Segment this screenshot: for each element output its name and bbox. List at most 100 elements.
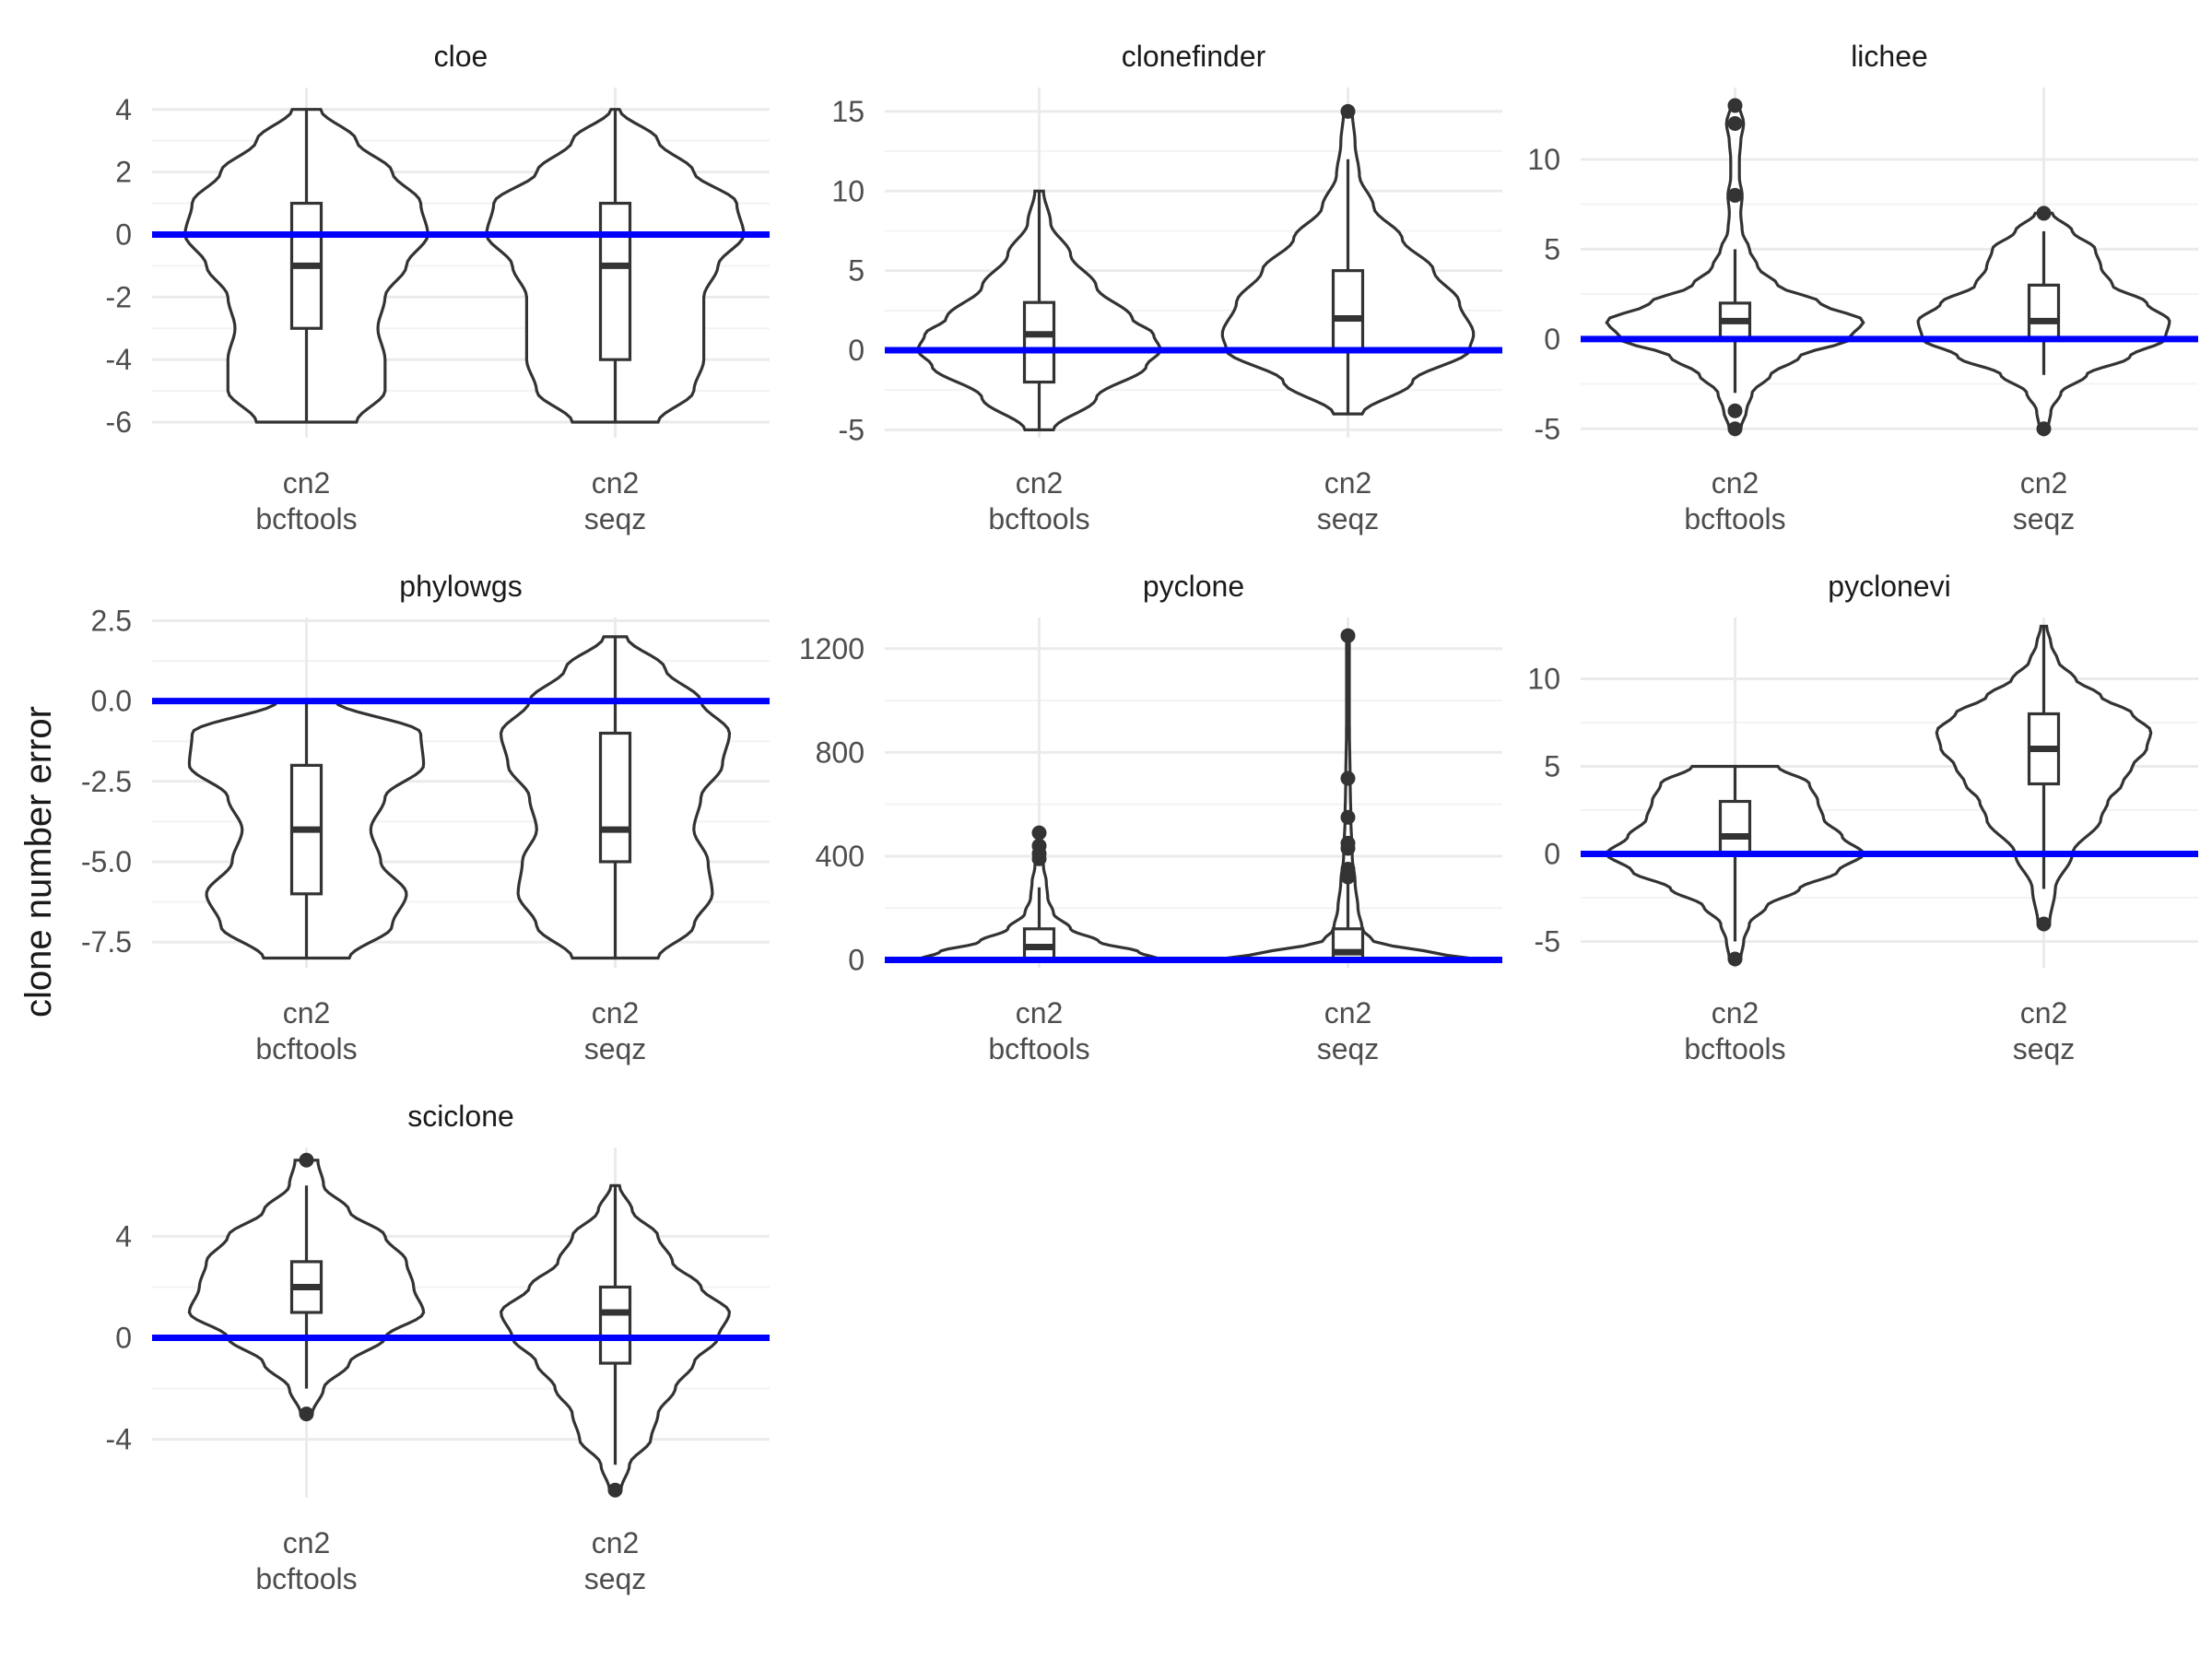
outlier-point	[299, 1152, 314, 1168]
x-tick-label: cn2 bcftools	[1684, 466, 1785, 535]
outlier-point	[2036, 916, 2052, 932]
y-tick-label: 0	[1544, 323, 1560, 356]
y-tick-label: 0	[848, 334, 865, 367]
panel-title: phylowgs	[399, 570, 522, 603]
panel-title: pyclonevi	[1828, 570, 1950, 603]
x-tick-label: cn2 seqz	[584, 996, 647, 1065]
y-tick-label: 1200	[799, 632, 865, 665]
x-tick-label-line: bcftools	[255, 1562, 357, 1595]
box-iqr	[1718, 799, 1752, 856]
y-tick-label: -7.5	[81, 925, 132, 959]
y-tick-label: 5	[1544, 750, 1560, 783]
box-iqr	[2027, 283, 2061, 341]
y-tick-label: 0	[1544, 838, 1560, 871]
y-tick-label: 10	[1527, 143, 1560, 176]
x-tick-label-line: seqz	[584, 1562, 647, 1595]
y-tick-label: 400	[816, 840, 865, 873]
y-tick-label: 5	[848, 254, 865, 288]
box-iqr	[598, 201, 632, 361]
outlier-point	[1727, 115, 1743, 131]
outlier-point	[1031, 838, 1047, 853]
x-tick-label: cn2 bcftools	[255, 466, 357, 535]
y-tick-label: -4	[106, 343, 132, 376]
y-tick-label: -5.0	[81, 845, 132, 878]
x-tick-label-line: bcftools	[1684, 502, 1785, 535]
x-tick-label: cn2 seqz	[2013, 996, 2076, 1065]
outlier-point	[1727, 403, 1743, 418]
y-tick-label: 15	[831, 95, 865, 128]
box-iqr	[1022, 300, 1056, 384]
x-tick-label-line: seqz	[584, 1032, 647, 1065]
y-tick-label: 0	[848, 944, 865, 977]
outlier-point	[1727, 98, 1743, 113]
outlier-point	[1340, 862, 1356, 877]
x-tick-label-line: cn2	[592, 1526, 640, 1559]
box-iqr	[1331, 269, 1365, 352]
y-tick-label: 0	[115, 1322, 132, 1355]
y-tick-label: 800	[816, 735, 865, 769]
x-tick-label-line: cn2	[592, 466, 640, 500]
y-tick-label: -2.5	[81, 765, 132, 798]
y-axis-label: clone number error	[18, 706, 59, 1018]
y-tick-label: -5	[1535, 412, 1560, 445]
x-tick-label: cn2 bcftools	[255, 1526, 357, 1595]
x-tick-label-line: cn2	[1016, 466, 1064, 500]
x-tick-label-line: seqz	[1317, 1032, 1380, 1065]
y-tick-label: -5	[839, 413, 865, 446]
x-tick-label-line: bcftools	[255, 502, 357, 535]
x-tick-label: cn2 bcftools	[988, 466, 1089, 535]
x-tick-label-line: cn2	[1712, 996, 1759, 1030]
outlier-point	[1340, 771, 1356, 786]
y-tick-label: 10	[831, 174, 865, 207]
outlier-point	[1340, 809, 1356, 825]
outlier-point	[1340, 103, 1356, 119]
outlier-point	[299, 1406, 314, 1422]
x-tick-label: cn2 seqz	[1317, 996, 1380, 1065]
outlier-point	[1031, 825, 1047, 841]
y-tick-label: 2	[115, 156, 132, 189]
outlier-point	[1727, 187, 1743, 203]
y-tick-label: 4	[115, 1219, 132, 1253]
y-tick-label: 4	[115, 93, 132, 126]
y-tick-label: 0.0	[91, 685, 132, 718]
x-tick-label-line: bcftools	[988, 1032, 1089, 1065]
y-tick-label: 5	[1544, 232, 1560, 265]
y-tick-label: -4	[106, 1423, 132, 1456]
panel-title: lichee	[1851, 40, 1928, 73]
x-tick-label: cn2 seqz	[584, 1526, 647, 1595]
x-tick-label: cn2 seqz	[2013, 466, 2076, 535]
box-iqr	[598, 731, 632, 864]
x-tick-label-line: cn2	[1712, 466, 1759, 500]
x-tick-label-line: cn2	[2020, 466, 2068, 500]
x-tick-label-line: cn2	[283, 1526, 331, 1559]
x-tick-label: cn2 seqz	[1317, 466, 1380, 535]
x-tick-label-line: bcftools	[988, 502, 1089, 535]
x-tick-label-line: cn2	[592, 996, 640, 1030]
x-tick-label-line: cn2	[2020, 996, 2068, 1030]
outlier-point	[1727, 421, 1743, 437]
outlier-point	[607, 1482, 623, 1498]
x-tick-label: cn2 bcftools	[255, 996, 357, 1065]
x-tick-label: cn2 bcftools	[1684, 996, 1785, 1065]
x-tick-label: cn2 bcftools	[988, 996, 1089, 1065]
y-tick-label: -6	[106, 406, 132, 439]
x-tick-label-line: seqz	[584, 502, 647, 535]
outlier-point	[2036, 421, 2052, 437]
x-tick-label-line: seqz	[2013, 1032, 2076, 1065]
x-tick-label-line: cn2	[1324, 466, 1372, 500]
panel-title: pyclone	[1143, 570, 1244, 603]
x-tick-label-line: bcftools	[1684, 1032, 1785, 1065]
x-tick-label-line: cn2	[283, 466, 331, 500]
panel-pyclone: pyclone 0 400 800 1200 cn2 bcftools cn2 seqz	[799, 570, 1502, 1065]
x-tick-label-line: seqz	[1317, 502, 1380, 535]
y-tick-label: 10	[1527, 663, 1560, 696]
outlier-point	[1727, 951, 1743, 967]
box-iqr	[598, 1285, 632, 1365]
